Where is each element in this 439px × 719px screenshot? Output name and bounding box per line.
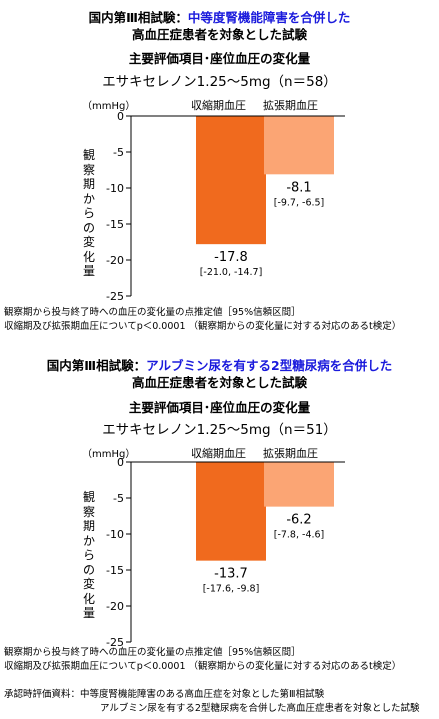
panel-1-title-prefix: 国内第Ⅲ相試験： <box>88 10 188 25</box>
panel-1-category-diastolic: 拡張期血圧 <box>263 99 318 112</box>
value-label-systolic: -13.7 <box>214 567 248 582</box>
source-line-1: 承認時評価資料：中等度腎機能障害のある高血圧症を対象とした第Ⅲ相試験 <box>4 688 419 702</box>
ci-label-systolic: [-17.6, -9.8] <box>203 584 260 595</box>
panel-2-notes: 観察期から投与終了時への血圧の変化量の点推定値［95%信頼区間］ 収縮期及び拡張… <box>4 646 401 673</box>
panel-1-subtitle: 主要評価項目･座位血圧の変化量 <box>128 51 311 66</box>
panel-2-title: 国内第Ⅲ相試験：アルブミン尿を有する2型糖尿病を合併した <box>0 355 439 374</box>
y-tick-label: -15 <box>106 564 124 577</box>
ci-label-systolic: [-21.0, -14.7] <box>200 267 263 278</box>
panel-2-chart: -13.7 [-17.6, -9.8] -6.2 [-7.8, -4.6] 0 -5 -10… <box>106 456 345 649</box>
panel-1-title-line2: 高血圧症患者を対象とした試験 <box>131 27 307 42</box>
bar-diastolic <box>264 462 334 507</box>
panel-2-category-systolic: 収縮期血圧 <box>191 447 246 460</box>
bar-systolic <box>196 116 266 245</box>
value-label-systolic: -17.8 <box>214 250 248 265</box>
panel-2-subtitle: 主要評価項目･座位血圧の変化量 <box>128 400 311 415</box>
y-tick-label: -20 <box>106 600 124 613</box>
panel-2-drug-label: エサキセレノン1.25～5mg（n＝51） <box>102 422 337 438</box>
panel-1-note-2: 収縮期及び拡張期血圧についてp＜0.0001 （観察期からの変化量に対する対応の… <box>4 320 402 332</box>
panel-2-title-highlight: アルブミン尿を有する2型糖尿病を合併した <box>146 358 393 373</box>
panel-1-chart: -17.8 [-21.0, -14.7] -8.1 [-9.7, -6.5] 0 -5 -1… <box>106 110 345 303</box>
panel-2-unit: （mmHg） <box>82 449 136 460</box>
source-text-2: アルブミン尿を有する2型糖尿病を合併した高血圧症患者を対象とした試験 <box>100 702 420 714</box>
panel-1-notes: 観察期から投与終了時への血圧の変化量の点推定値［95%信頼区間］ 収縮期及び拡張… <box>4 306 401 333</box>
value-label-diastolic: -6.2 <box>286 513 311 528</box>
panel-2-title-prefix: 国内第Ⅲ相試験： <box>46 358 147 373</box>
panel-1-title-highlight: 中等度腎機能障害を合併した <box>187 10 351 25</box>
panel-1-note-1: 観察期から投与終了時への血圧の変化量の点推定値［95%信頼区間］ <box>4 307 301 318</box>
y-tick-label: -5 <box>113 146 124 159</box>
panel-2-note-2: 収縮期及び拡張期血圧についてp＜0.0001 （観察期からの変化量に対する対応の… <box>4 660 402 672</box>
panel-2-title-line2: 高血圧症患者を対象とした試験 <box>131 375 307 390</box>
y-tick-label: -5 <box>113 492 124 505</box>
y-tick-label: -20 <box>106 254 124 267</box>
ci-label-diastolic: [-9.7, -6.5] <box>274 197 325 208</box>
source-label: 承認時評価資料： <box>4 689 81 700</box>
y-tick-label: 0 <box>117 456 124 469</box>
y-tick-label: 0 <box>117 110 124 123</box>
bar-systolic <box>196 462 266 561</box>
panel-1-drug-label: エサキセレノン1.25～5mg（n＝58） <box>102 74 337 90</box>
ci-label-diastolic: [-7.8, -4.6] <box>274 530 325 541</box>
y-tick-label: -25 <box>106 290 124 303</box>
y-tick-label: -10 <box>106 182 124 195</box>
y-tick-label: -10 <box>106 528 124 541</box>
panel-2-category-diastolic: 拡張期血圧 <box>263 447 318 460</box>
panel-2-y-axis-label: 観察期からの変化量 <box>82 490 95 620</box>
panel-1-unit: （mmHg） <box>82 101 136 112</box>
bar-diastolic <box>264 116 334 175</box>
source-text-1: 中等度腎機能障害のある高血圧症を対象とした第Ⅲ相試験 <box>80 689 325 700</box>
panel-1-category-systolic: 収縮期血圧 <box>191 99 246 112</box>
panel-1-title: 国内第Ⅲ相試験：中等度腎機能障害を合併した <box>0 7 439 26</box>
y-tick-label: -25 <box>106 636 124 649</box>
value-label-diastolic: -8.1 <box>286 180 311 195</box>
source-note: 承認時評価資料：中等度腎機能障害のある高血圧症を対象とした第Ⅲ相試験 アルブミン… <box>4 688 419 715</box>
y-tick-label: -15 <box>106 218 124 231</box>
panel-1-y-axis-label: 観察期からの変化量 <box>82 148 95 278</box>
panel-2-note-1: 観察期から投与終了時への血圧の変化量の点推定値［95%信頼区間］ <box>4 647 301 658</box>
